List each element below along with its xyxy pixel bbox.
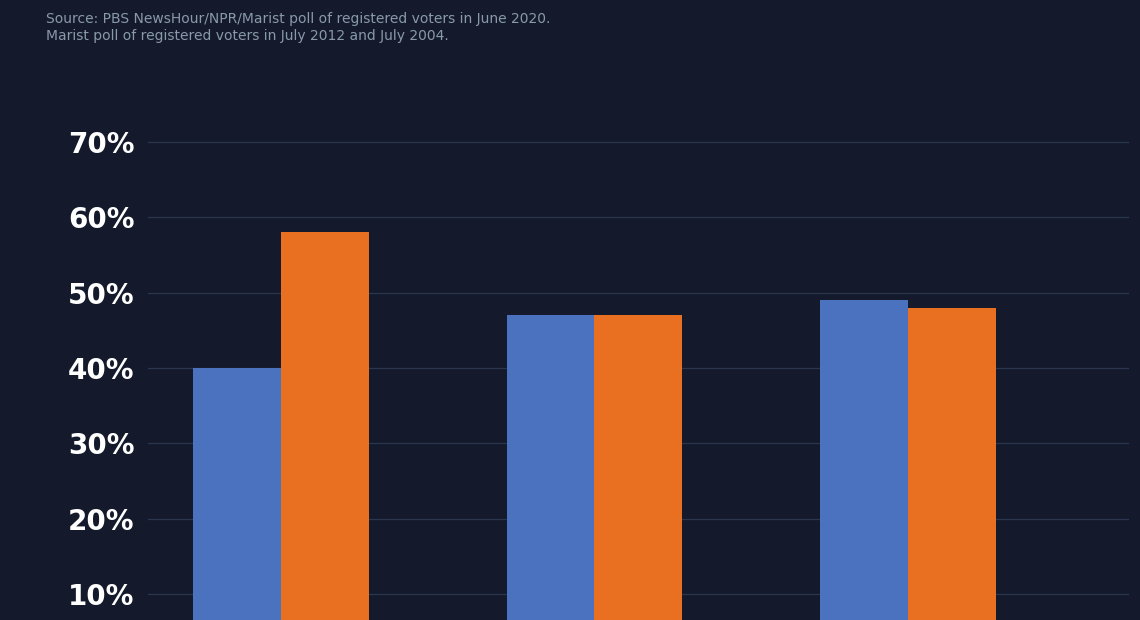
Bar xyxy=(821,300,909,620)
Bar xyxy=(909,308,996,620)
Bar xyxy=(193,368,280,620)
Text: Source: PBS NewsHour/NPR/Marist poll of registered voters in June 2020.
Marist p: Source: PBS NewsHour/NPR/Marist poll of … xyxy=(46,12,549,43)
Bar xyxy=(506,315,594,620)
Bar xyxy=(280,232,368,620)
Bar xyxy=(594,315,683,620)
